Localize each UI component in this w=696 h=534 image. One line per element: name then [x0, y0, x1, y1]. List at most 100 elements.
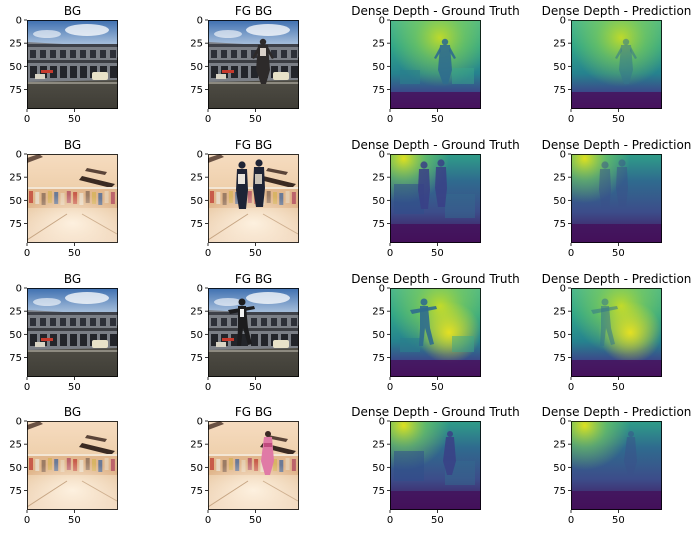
x-tick-label: 50 — [68, 114, 81, 125]
panel-title: BG — [64, 405, 81, 419]
y-tick-label: 75 — [553, 353, 566, 364]
axes-frame — [571, 154, 662, 243]
y-tick-label: 75 — [372, 353, 385, 364]
image-content — [571, 20, 662, 109]
panel-title: FG BG — [235, 272, 272, 286]
y-tick-label: 75 — [553, 486, 566, 497]
y-tick-label: 25 — [190, 39, 203, 50]
image-content — [208, 154, 299, 243]
axes-frame — [390, 421, 481, 510]
image-content — [27, 288, 118, 377]
axes-frame — [27, 288, 118, 377]
y-tick-label: 75 — [372, 219, 385, 230]
axes-frame — [390, 154, 481, 243]
axes-frame — [27, 154, 118, 243]
panel-title: BG — [64, 4, 81, 18]
x-tick-label: 0 — [24, 248, 30, 259]
panel-title: Dense Depth - Prediction — [542, 138, 692, 152]
y-tick-label: 50 — [190, 196, 203, 207]
y-tick-label: 50 — [190, 62, 203, 73]
panel-title: FG BG — [235, 4, 272, 18]
axes-frame — [208, 154, 299, 243]
x-tick-label: 0 — [205, 515, 211, 526]
image-content — [27, 20, 118, 109]
y-tick-label: 25 — [553, 173, 566, 184]
x-tick-label: 0 — [568, 515, 574, 526]
x-tick-label: 50 — [68, 515, 81, 526]
y-tick-label: 50 — [372, 62, 385, 73]
panel-image: BG 0 50 0 25 50 75 — [9, 138, 118, 259]
panel-title: Dense Depth - Ground Truth — [351, 138, 520, 152]
x-tick-label: 50 — [249, 515, 262, 526]
y-tick-label: 50 — [9, 330, 22, 341]
y-tick-label: 50 — [9, 463, 22, 474]
panel-title: Dense Depth - Ground Truth — [351, 272, 520, 286]
y-tick-label: 0 — [560, 417, 566, 428]
y-tick-label: 75 — [190, 486, 203, 497]
x-tick-label: 50 — [431, 248, 444, 259]
y-tick-label: 50 — [553, 62, 566, 73]
x-tick-label: 50 — [249, 382, 262, 393]
image-content — [571, 154, 662, 243]
y-tick-label: 25 — [9, 173, 22, 184]
y-tick-label: 0 — [560, 16, 566, 27]
y-tick-label: 0 — [560, 284, 566, 295]
y-tick-label: 0 — [379, 150, 385, 161]
x-tick-label: 50 — [612, 248, 625, 259]
y-tick-label: 50 — [553, 463, 566, 474]
y-tick-label: 75 — [9, 486, 22, 497]
x-tick-label: 0 — [387, 515, 393, 526]
x-tick-label: 0 — [205, 248, 211, 259]
image-content — [208, 20, 299, 109]
panel-title: Dense Depth - Prediction — [542, 405, 692, 419]
y-tick-label: 25 — [553, 307, 566, 318]
y-tick-label: 75 — [190, 353, 203, 364]
x-tick-label: 0 — [387, 382, 393, 393]
x-tick-label: 0 — [568, 114, 574, 125]
axes-frame — [390, 288, 481, 377]
y-tick-label: 25 — [372, 173, 385, 184]
panel-image: FG BG 0 50 0 25 50 75 — [190, 405, 299, 526]
y-tick-label: 75 — [553, 85, 566, 96]
y-tick-label: 50 — [9, 196, 22, 207]
x-tick-label: 50 — [431, 382, 444, 393]
x-tick-label: 0 — [387, 248, 393, 259]
image-content — [208, 288, 299, 377]
panel-image: FG BG 0 50 0 25 50 75 — [190, 138, 299, 259]
panel-title: BG — [64, 138, 81, 152]
x-tick-label: 0 — [24, 515, 30, 526]
panel-image: BG 0 50 0 25 50 75 — [9, 272, 118, 393]
y-tick-label: 0 — [16, 417, 22, 428]
y-tick-label: 75 — [9, 219, 22, 230]
y-tick-label: 75 — [553, 219, 566, 230]
y-tick-label: 75 — [9, 353, 22, 364]
y-tick-label: 75 — [9, 85, 22, 96]
y-tick-label: 50 — [190, 330, 203, 341]
y-tick-label: 50 — [372, 463, 385, 474]
axes-frame — [571, 421, 662, 510]
y-tick-label: 0 — [560, 150, 566, 161]
y-tick-label: 25 — [9, 440, 22, 451]
axes-frame — [571, 288, 662, 377]
y-tick-label: 25 — [553, 39, 566, 50]
y-tick-label: 0 — [16, 150, 22, 161]
panel-title: FG BG — [235, 138, 272, 152]
image-content — [390, 421, 481, 510]
y-tick-label: 75 — [372, 85, 385, 96]
y-tick-label: 75 — [190, 219, 203, 230]
panel-title: Dense Depth - Ground Truth — [351, 405, 520, 419]
image-content — [390, 288, 481, 377]
axes-frame — [390, 20, 481, 109]
x-tick-label: 0 — [568, 382, 574, 393]
image-content — [390, 154, 481, 243]
panel-image: BG 0 50 0 25 50 75 — [9, 4, 118, 125]
x-tick-label: 50 — [249, 114, 262, 125]
y-tick-label: 0 — [16, 284, 22, 295]
axes-frame — [27, 421, 118, 510]
